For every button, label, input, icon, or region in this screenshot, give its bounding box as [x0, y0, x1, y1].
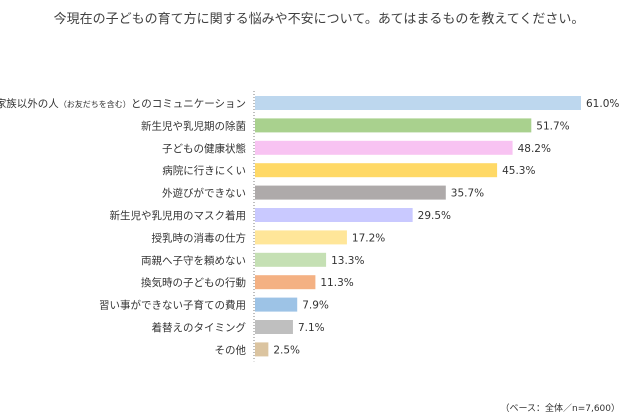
value-label: 2.5% [273, 344, 300, 356]
value-label: 35.7% [451, 188, 484, 200]
bar [255, 185, 446, 200]
value-label: 45.3% [502, 165, 535, 177]
value-label: 7.1% [298, 322, 325, 334]
bar [255, 320, 293, 334]
value-label: 48.2% [518, 143, 551, 155]
value-label: 13.3% [331, 255, 364, 267]
category-label: 着替えのタイミング [152, 321, 247, 334]
category-label: 授乳時の消毒の仕方 [152, 231, 247, 244]
category-label: 病院に行きにくい [162, 164, 246, 177]
value-label: 61.0% [586, 98, 619, 110]
category-label: 家族以外の人（お友だちを含む）とのコミュニケーション [0, 97, 246, 110]
value-label: 17.2% [352, 232, 385, 244]
bar [255, 275, 316, 290]
chart-title: 今現在の子どもの育て方に関する悩みや不安について。あてはまるものを教えてください… [53, 12, 585, 27]
category-label: 換気時の子どもの行動 [141, 276, 246, 289]
category-label: 習い事ができない子育ての費用 [99, 299, 246, 312]
value-label: 11.3% [320, 277, 353, 289]
bar [255, 252, 327, 267]
category-label: その他 [215, 343, 247, 356]
category-label: 外遊びができない [162, 187, 246, 200]
bar [255, 342, 269, 357]
bar [255, 118, 532, 133]
bar [255, 297, 298, 312]
bar [255, 230, 347, 245]
value-label: 51.7% [536, 120, 569, 132]
category-label: 子どもの健康状態 [162, 142, 246, 155]
bar [255, 208, 413, 222]
base-note: （ベース：全体／n=7,600） [500, 404, 620, 414]
value-label: 7.9% [302, 300, 329, 312]
bar [255, 140, 513, 155]
bar [255, 96, 581, 110]
bar [255, 163, 498, 178]
category-label: 新生児や乳児用のマスク着用 [110, 209, 247, 222]
category-label: 両親へ子守を頼めない [141, 254, 246, 267]
value-label: 29.5% [418, 210, 451, 222]
category-label: 新生児や乳児期の除菌 [141, 119, 246, 132]
